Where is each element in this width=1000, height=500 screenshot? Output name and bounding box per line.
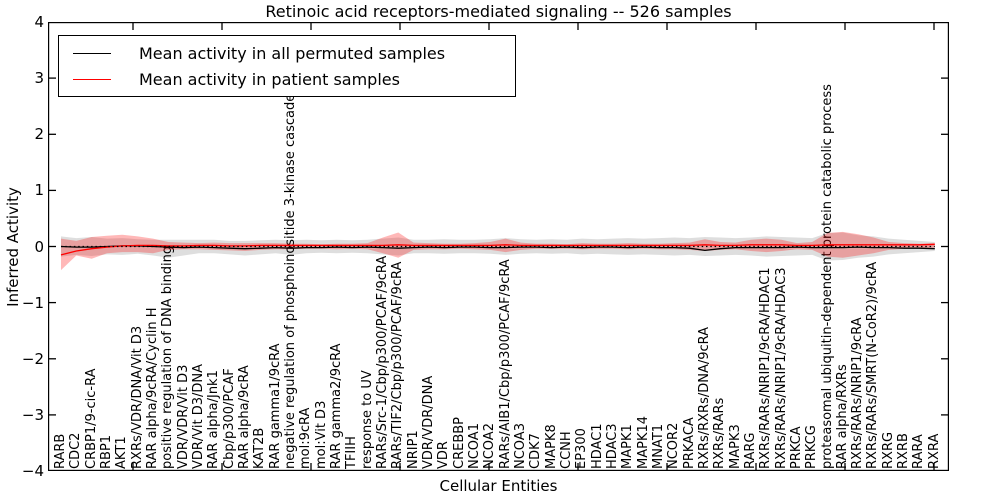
x-tick-label: VDR/VDR/DNA bbox=[420, 375, 436, 469]
y-tick-label: −2 bbox=[21, 349, 44, 368]
x-tick-label: KAT2B bbox=[252, 427, 268, 469]
x-tick-label: CRBP1/9-cic-RA bbox=[83, 368, 99, 469]
x-tick-label: VDR/Vit D3/DNA bbox=[190, 363, 206, 469]
x-tick-label: NCOA3 bbox=[512, 423, 528, 469]
x-tick-label: TFIIH bbox=[344, 436, 360, 469]
x-tick-label: HDAC3 bbox=[604, 423, 620, 469]
x-tick-label: RBP1 bbox=[98, 434, 114, 469]
y-tick-label: 2 bbox=[34, 125, 44, 144]
y-tick-label: 0 bbox=[34, 237, 44, 256]
x-tick-label: MAPK14 bbox=[635, 415, 651, 469]
x-tick-label: CCNH bbox=[558, 431, 574, 469]
x-tick-label: RXRs/RARs bbox=[712, 397, 728, 469]
x-tick-label: RXRG bbox=[880, 431, 896, 469]
x-tick-label: RAR alpha/9cRA bbox=[236, 365, 252, 469]
x-tick-label: proteasomal ubiquitin-dependent protein … bbox=[819, 84, 835, 469]
x-tick-label: RARB bbox=[53, 433, 68, 469]
legend-label-patient: Mean activity in patient samples bbox=[139, 69, 400, 89]
y-tick-label: −1 bbox=[21, 293, 44, 312]
x-tick-label: RXRs/RARs/NRIP1/9cRA/HDAC1 bbox=[758, 267, 774, 469]
x-tick-label: CDC2 bbox=[68, 432, 84, 469]
x-tick-label: NCOA1 bbox=[466, 423, 482, 469]
chart-title: Retinoic acid receptors-mediated signali… bbox=[265, 2, 732, 21]
y-tick-label: −3 bbox=[21, 405, 44, 424]
y-tick-label: 1 bbox=[34, 181, 44, 200]
x-tick-label: MAPK3 bbox=[727, 424, 743, 469]
x-tick-label: RXRs/RARs/SMRT(N-CoR2)/9cRA bbox=[865, 261, 881, 469]
y-tick-label: 4 bbox=[34, 13, 44, 31]
x-tick-label: NCOA2 bbox=[482, 423, 498, 469]
y-tick-label: 3 bbox=[34, 69, 44, 88]
x-tick-label: MNAT1 bbox=[650, 423, 666, 469]
x-tick-label: PRKCG bbox=[804, 425, 820, 469]
x-tick-label: RAR alpha/RXRs bbox=[834, 364, 850, 469]
x-tick-label: VDR/VDR/Vit D3 bbox=[175, 364, 191, 469]
x-tick-label: mol:Vit D3 bbox=[313, 400, 329, 469]
x-tick-label: RXRs/VDR/DNA/Vit D3 bbox=[129, 325, 145, 469]
legend: Mean activity in all permuted samples Me… bbox=[58, 35, 516, 97]
x-tick-label: RXRs/RARs/NRIP1/9cRA/HDAC3 bbox=[773, 267, 789, 469]
x-tick-label: Cbp/p300/PCAF bbox=[221, 368, 237, 469]
x-tick-label: RXRA bbox=[926, 433, 942, 469]
x-tick-label: positive regulation of DNA binding bbox=[160, 245, 176, 469]
y-tick-label: −4 bbox=[21, 462, 44, 480]
x-axis-label: Cellular Entities bbox=[439, 477, 558, 495]
x-tick-label: RARs/Src-1/Cbp/p300/PCAF/9cRA bbox=[374, 255, 390, 469]
x-tick-label: MAPK8 bbox=[543, 424, 559, 469]
x-tick-label: RARA bbox=[911, 434, 927, 469]
x-tick-label: RAR alpha/9cRA/Cyclin H bbox=[144, 307, 160, 469]
x-tick-label: PRKCA bbox=[788, 426, 804, 469]
legend-label-permuted: Mean activity in all permuted samples bbox=[139, 43, 446, 63]
permuted-line-swatch bbox=[73, 52, 111, 54]
x-tick-label: MAPK1 bbox=[620, 424, 636, 469]
x-tick-label: CREBBP bbox=[451, 417, 467, 469]
x-tick-label: RXRs/RARs/NRIP1/9cRA bbox=[850, 317, 866, 469]
x-tick-label: CDK7 bbox=[528, 433, 544, 469]
x-tick-label: mol:9cRA bbox=[298, 407, 314, 469]
x-tick-label: PRKACA bbox=[681, 417, 697, 469]
x-tick-label: RARs/TIF2/Cbp/p300/PCAF/9cRA bbox=[390, 261, 406, 469]
x-tick-label: RAR alpha/Jnk1 bbox=[206, 370, 222, 469]
x-tick-label: RAR gamma2/9cRA bbox=[328, 343, 344, 469]
x-tick-label: VDR bbox=[436, 441, 452, 469]
x-tick-label: NRIP1 bbox=[405, 430, 421, 469]
x-tick-label: HDAC1 bbox=[589, 423, 605, 469]
x-tick-label: RAR gamma1/9cRA bbox=[267, 343, 283, 469]
x-tick-label: NCOR2 bbox=[666, 422, 682, 469]
x-tick-label: RXRs/RXRs/DNA/9cRA bbox=[696, 326, 712, 469]
x-tick-label: RARs/AIB1/Cbp/p300/PCAF/9cRA bbox=[497, 259, 513, 469]
x-tick-label: AKT1 bbox=[114, 436, 130, 469]
x-tick-label: RXRB bbox=[896, 433, 912, 469]
x-tick-label: negative regulation of phosphoinositide … bbox=[282, 93, 298, 469]
x-tick-label: RARG bbox=[742, 432, 758, 469]
x-tick-label: EP300 bbox=[574, 428, 590, 469]
x-tick-label: response to UV bbox=[359, 370, 375, 469]
legend-row-permuted: Mean activity in all permuted samples bbox=[59, 44, 515, 63]
patient-line-swatch bbox=[73, 78, 111, 80]
legend-row-patient: Mean activity in patient samples bbox=[59, 70, 515, 89]
